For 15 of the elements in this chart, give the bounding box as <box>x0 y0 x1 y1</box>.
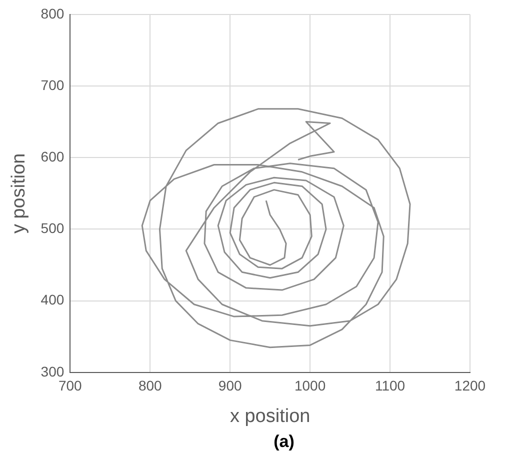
x-tick-label: 900 <box>218 378 242 394</box>
x-tick-label: 1200 <box>454 378 486 394</box>
x-tick-label: 800 <box>138 378 162 394</box>
y-tick-label: 600 <box>40 148 64 164</box>
y-tick-label: 500 <box>40 220 64 236</box>
y-tick-label: 400 <box>40 292 64 308</box>
text: (a) <box>272 432 296 452</box>
y-axis-title: y position <box>8 153 30 234</box>
y-tick-label: 300 <box>40 363 64 380</box>
x-axis-title: x position <box>230 406 310 427</box>
y-tick-label: 800 <box>40 5 64 22</box>
x-tick-label: 1100 <box>374 378 406 394</box>
y-tick-label: 700 <box>40 76 64 93</box>
x-tick-label: 700 <box>58 378 82 394</box>
x-tick-label: 1000 <box>294 378 326 394</box>
